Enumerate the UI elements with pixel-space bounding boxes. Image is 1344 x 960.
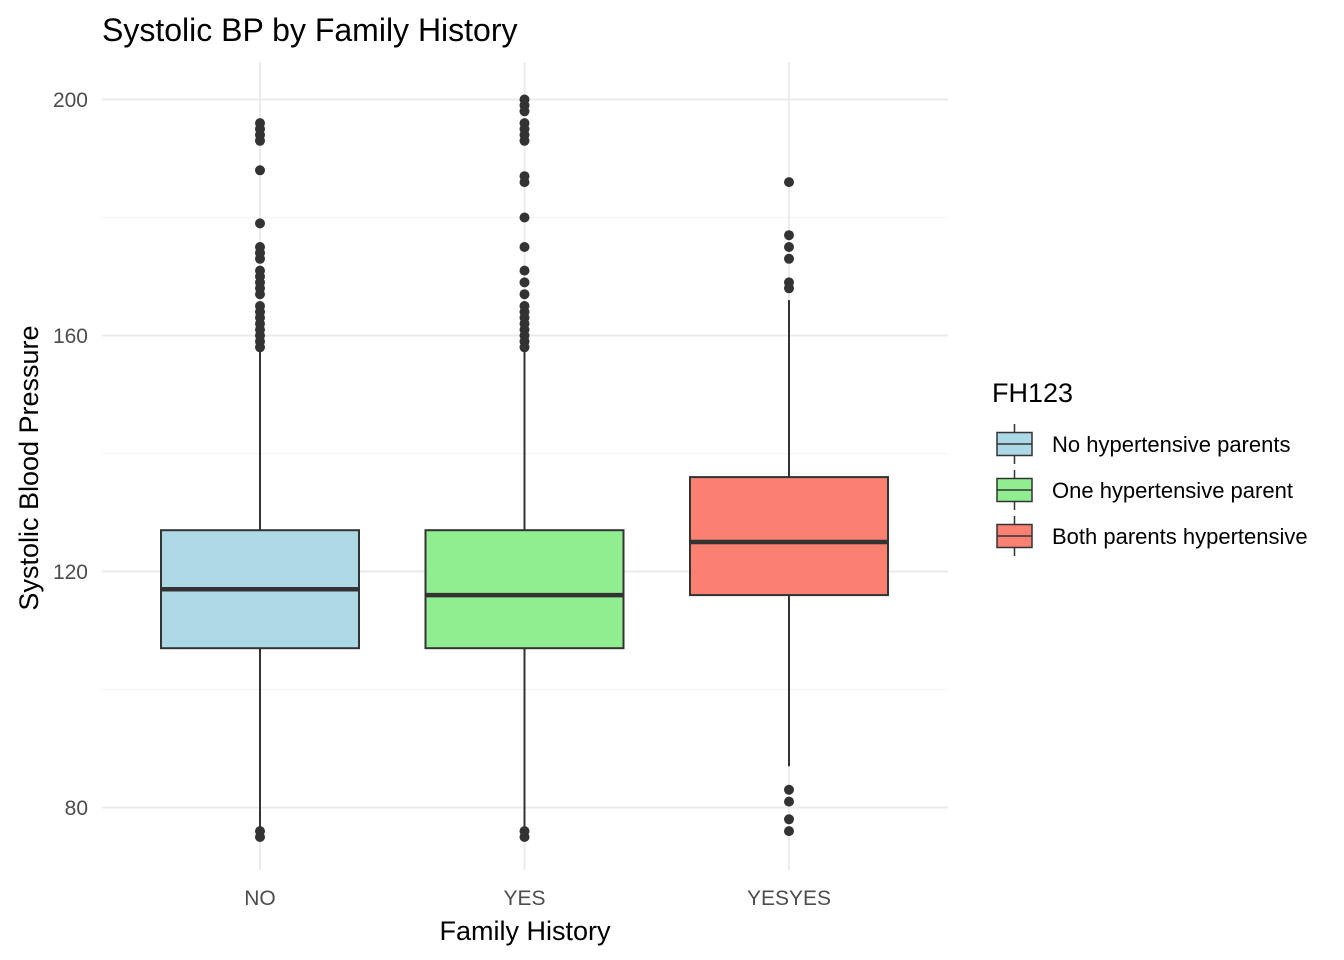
outlier-point [255, 165, 265, 176]
outlier-point [255, 218, 265, 229]
outlier-point [784, 784, 794, 795]
outlier-point [784, 230, 794, 241]
iqr-box [689, 476, 889, 597]
chart-title: Systolic BP by Family History [102, 12, 518, 48]
outlier-point [519, 212, 530, 223]
y-tick-label: 200 [53, 89, 88, 112]
outlier-point [255, 342, 265, 353]
x-tick-label: NO [244, 887, 276, 910]
outlier-point [519, 342, 530, 353]
y-axis-ticks: 80 120 160 200 [53, 89, 88, 820]
iqr-box [424, 529, 625, 650]
outlier-point [519, 135, 530, 146]
outlier-point [519, 106, 530, 117]
box-plot-no [160, 118, 360, 842]
legend-title: FH123 [992, 378, 1073, 408]
outlier-point [519, 289, 530, 300]
outlier-point [784, 177, 794, 188]
outlier-point [255, 253, 265, 264]
outlier-point [784, 283, 794, 294]
outlier-point [784, 253, 794, 264]
x-tick-label: YESYES [747, 887, 831, 910]
legend: FH123 No hypertensive parents One hyperte… [992, 378, 1308, 556]
outlier-point [784, 826, 794, 837]
outlier-point [255, 289, 265, 300]
legend-item: One hypertensive parent [996, 470, 1293, 510]
outlier-point [519, 277, 530, 288]
legend-item: Both parents hypertensive [996, 516, 1308, 556]
outlier-point [519, 177, 530, 188]
y-tick-label: 80 [65, 797, 88, 820]
y-tick-label: 160 [53, 325, 88, 348]
y-axis-title: Systolic Blood Pressure [14, 325, 44, 610]
legend-label: No hypertensive parents [1052, 432, 1290, 457]
outlier-point [784, 814, 794, 825]
box-plot-yes [424, 94, 625, 842]
outlier-point [255, 832, 265, 842]
legend-label: One hypertensive parent [1052, 478, 1293, 503]
outlier-point [519, 242, 530, 252]
legend-item: No hypertensive parents [996, 424, 1290, 464]
outlier-point [784, 796, 794, 807]
x-axis-title: Family History [439, 916, 611, 946]
outlier-point [519, 832, 530, 842]
outlier-point [255, 135, 265, 146]
y-tick-label: 120 [53, 561, 88, 584]
box-plots [160, 94, 889, 842]
outlier-point [519, 265, 530, 276]
box-plot-yesyes [689, 177, 889, 837]
x-tick-label: YES [503, 887, 545, 910]
x-axis-ticks: NO YES YESYES [244, 887, 831, 910]
legend-label: Both parents hypertensive [1052, 524, 1308, 549]
outlier-point [784, 242, 794, 252]
